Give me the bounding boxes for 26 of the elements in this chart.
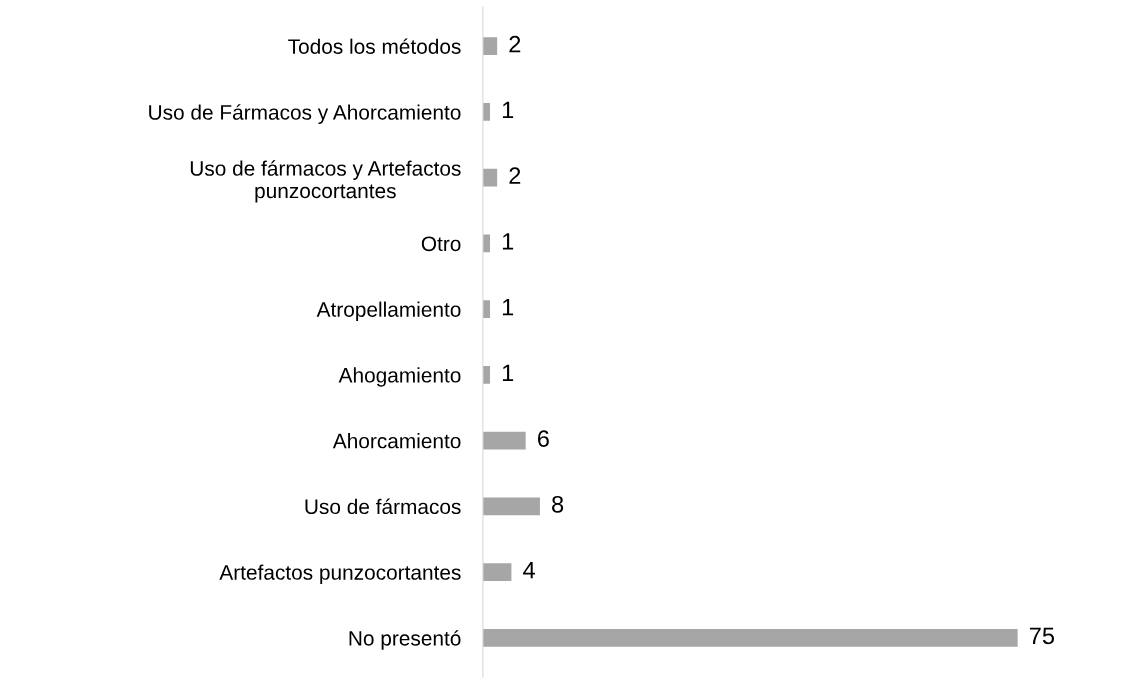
bar bbox=[482, 168, 498, 187]
y-tick-label: Ahorcamiento bbox=[332, 433, 461, 449]
data-label: 4 bbox=[523, 561, 535, 579]
data-label: 8 bbox=[552, 495, 564, 513]
bar bbox=[482, 37, 498, 56]
bar bbox=[482, 431, 526, 450]
y-tick-label: No presentó bbox=[349, 630, 461, 650]
y-tick-label: Artefactos punzocortantes bbox=[219, 564, 461, 584]
data-label: 1 bbox=[502, 101, 514, 119]
data-label: 1 bbox=[502, 298, 514, 316]
data-label: 2 bbox=[509, 167, 521, 184]
y-tick-label: Otro bbox=[421, 236, 461, 252]
data-label: 75 bbox=[1029, 627, 1055, 645]
y-tick-label: Uso de fármacos bbox=[305, 498, 461, 515]
bar bbox=[482, 497, 540, 516]
data-label: 1 bbox=[502, 233, 514, 250]
y-tick-label: Atropellamiento bbox=[316, 301, 461, 321]
y-tick-label: Uso de Fármacos y Ahorcamiento bbox=[149, 104, 461, 124]
y-tick-label: Uso de fármacos y Artefactos punzocortantes bbox=[190, 160, 461, 203]
bar bbox=[482, 563, 512, 581]
y-tick-label: Ahogamiento bbox=[338, 367, 461, 387]
data-label: 1 bbox=[502, 364, 514, 381]
data-label: 6 bbox=[537, 430, 549, 447]
data-label: 2 bbox=[509, 35, 521, 53]
bar bbox=[482, 628, 1018, 647]
y-tick-label: Todos los métodos bbox=[288, 38, 461, 54]
